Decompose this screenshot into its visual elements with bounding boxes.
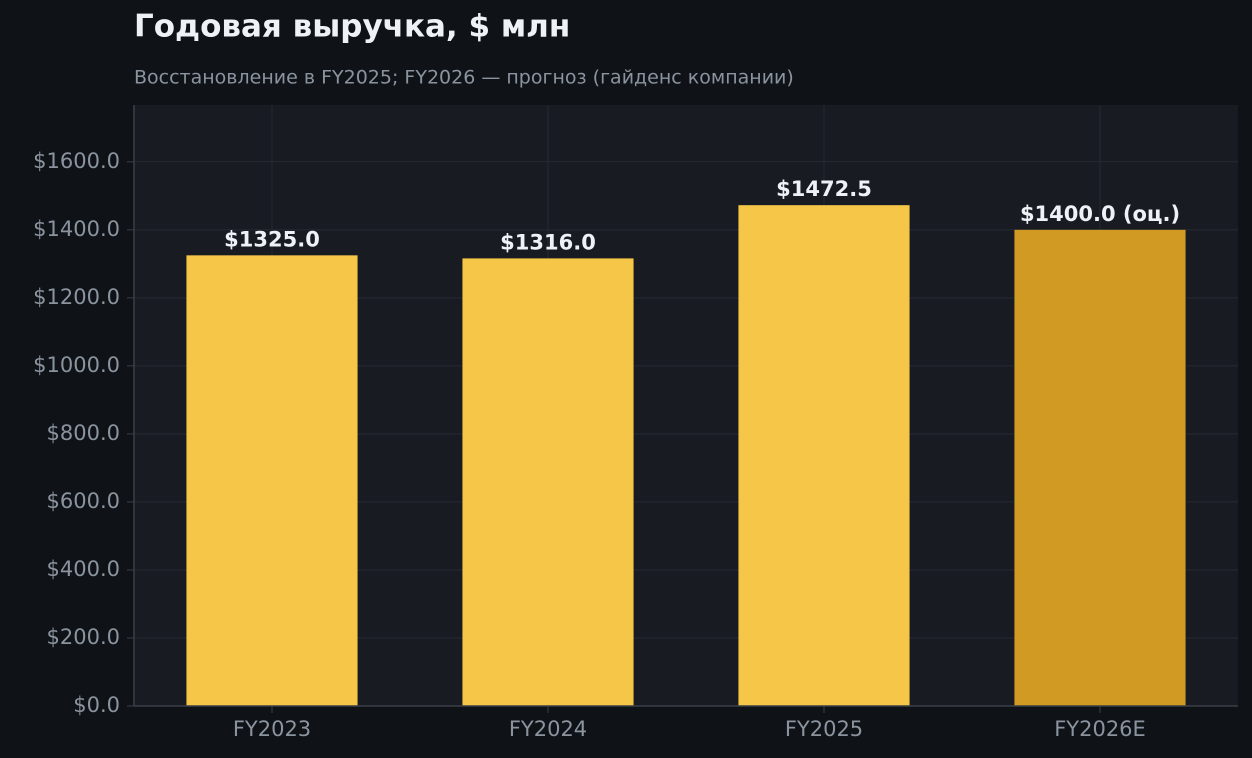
x-tick-label: FY2025 <box>785 717 863 741</box>
chart-title: Годовая выручка, $ млн <box>134 9 570 45</box>
value-label: $1472.5 <box>776 177 872 201</box>
y-tick-label: $400.0 <box>47 557 120 581</box>
y-tick-label: $1200.0 <box>33 285 120 309</box>
bar <box>1014 229 1186 707</box>
chart-subtitle: Восстановление в FY2025; FY2026 — прогно… <box>134 67 794 89</box>
y-tick-label: $600.0 <box>47 489 120 513</box>
value-label: $1325.0 <box>224 227 320 251</box>
bar <box>186 255 358 707</box>
value-label: $1400.0 (оц.) <box>1020 202 1180 226</box>
x-tick-label: FY2023 <box>233 717 311 741</box>
y-tick-label: $800.0 <box>47 421 120 445</box>
bar <box>738 205 910 706</box>
y-tick-label: $0.0 <box>73 693 120 717</box>
x-tick-label: FY2026E <box>1054 717 1146 741</box>
y-tick-label: $1400.0 <box>33 217 120 241</box>
value-label: $1316.0 <box>500 230 596 254</box>
x-tick-label: FY2024 <box>509 717 587 741</box>
y-tick-label: $1000.0 <box>33 353 120 377</box>
y-tick-label: $200.0 <box>47 625 120 649</box>
marks: $1325.0 $1316.0 $1472.5 $1400.0 (оц.) <box>186 177 1186 707</box>
bar <box>462 258 634 706</box>
y-tick-label: $1600.0 <box>33 149 120 173</box>
